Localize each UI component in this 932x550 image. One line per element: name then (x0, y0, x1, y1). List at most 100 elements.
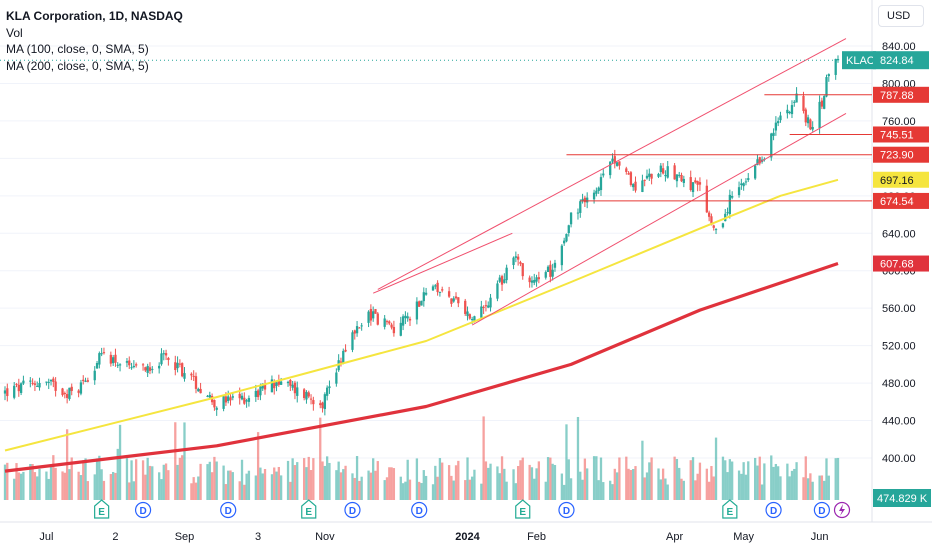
candle-body (516, 256, 520, 260)
candle-body (15, 383, 18, 385)
y-tick-label: 440.00 (882, 416, 916, 428)
dividend-event-icon (411, 501, 428, 519)
volume-bar (342, 469, 345, 500)
candle-body (254, 390, 257, 397)
candle-body (227, 396, 230, 402)
candle-body (788, 112, 791, 114)
level-price-label: 745.51 (880, 129, 914, 141)
volume-bar (565, 424, 568, 500)
volume-bar (256, 432, 260, 500)
candle-body (100, 353, 103, 355)
volume-bar (309, 470, 313, 500)
legend-ma200: MA (200, close, 0, SMA, 5) (6, 58, 149, 73)
volume-bar (664, 478, 667, 500)
candle-body (176, 362, 179, 369)
volume-bar (29, 463, 32, 500)
candle-body (546, 266, 550, 272)
volume-bar (641, 440, 644, 500)
volume-bar (68, 469, 71, 500)
candle-body (222, 396, 225, 409)
volume-bar (385, 477, 389, 500)
candle-body (820, 100, 824, 107)
currency-button[interactable]: USD (878, 5, 924, 27)
candle-body (261, 383, 264, 389)
candle-body (17, 384, 20, 392)
legend-ma100: MA (100, close, 0, SMA, 5) (6, 42, 149, 56)
volume-bar (277, 466, 280, 500)
ma200-line (4, 261, 839, 473)
candle-body (592, 192, 596, 200)
candle-body (599, 177, 603, 191)
volume-bar (109, 474, 113, 500)
candle-body (747, 178, 750, 180)
volume-bar (178, 457, 182, 500)
volume-bar (197, 476, 200, 500)
candle-body (611, 158, 614, 162)
candle-body (512, 257, 515, 266)
candle-body (533, 279, 536, 283)
candle-body (602, 173, 605, 176)
level-price-label: 723.90 (880, 150, 914, 162)
x-tick-label: 2024 (455, 531, 480, 543)
candle-body (118, 364, 122, 366)
candle-body (482, 306, 485, 308)
candle-body (496, 283, 499, 299)
candle-body (581, 198, 584, 202)
volume-bar (128, 482, 131, 500)
volume-bar (289, 481, 292, 500)
candle-body (774, 122, 778, 131)
volume-bar (535, 468, 538, 500)
candle-body (450, 298, 453, 304)
candle-body (530, 280, 534, 283)
candle-body (521, 263, 524, 277)
candle-body (388, 321, 391, 324)
candle-body (326, 387, 329, 396)
volume-bar (480, 483, 483, 500)
candle-body (112, 357, 115, 364)
volume-bar (162, 464, 165, 500)
volume-bar (811, 481, 814, 500)
volume-bar (827, 475, 830, 500)
volume-bar (500, 456, 504, 500)
volume-bar (238, 481, 241, 500)
volume-bar (516, 466, 520, 500)
volume-bar (579, 471, 582, 500)
candle-body (825, 77, 828, 97)
volume-bar (770, 455, 773, 500)
candle-body (197, 388, 200, 392)
candle-body (109, 354, 113, 364)
volume-bar (714, 437, 718, 500)
volume-bar (618, 457, 621, 500)
candle-body (286, 381, 290, 384)
candle-body (293, 382, 297, 394)
candle-body (229, 397, 232, 401)
volume-bar (505, 481, 508, 500)
candle-body (519, 262, 522, 264)
volume-bar (302, 458, 306, 500)
volume-bar (135, 459, 138, 500)
volume-bar (583, 458, 587, 500)
candle-body (484, 305, 488, 307)
volume-bar (406, 459, 409, 500)
candle-body (470, 319, 474, 321)
volume-bar (95, 458, 99, 500)
volume-bar (305, 467, 308, 500)
volume-bar (208, 461, 211, 500)
candle-body (464, 300, 467, 314)
candle-body (151, 368, 154, 370)
volume-bar (533, 478, 536, 500)
volume-bar (712, 476, 715, 500)
volume-bar (609, 480, 612, 500)
candle-body (63, 393, 66, 395)
candle-body (70, 386, 73, 391)
volume-bar (181, 455, 184, 500)
volume-bar (275, 471, 278, 500)
candle-body (696, 181, 699, 185)
candle-body (102, 352, 106, 354)
volume-bar (689, 460, 692, 500)
candle-body (648, 173, 651, 177)
candle-body (339, 361, 343, 363)
volume-bar (388, 467, 391, 500)
volume-bar (657, 468, 660, 500)
